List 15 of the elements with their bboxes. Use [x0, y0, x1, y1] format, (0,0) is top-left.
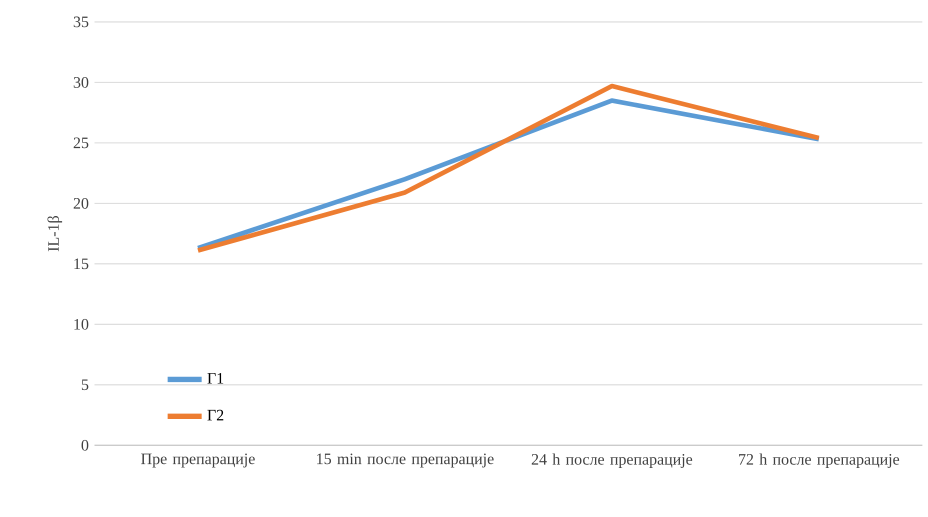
legend-label: Г2 — [207, 410, 224, 420]
y-tick-label: 15 — [74, 258, 88, 270]
y-tick-label: 35 — [74, 16, 88, 28]
x-tick-label: 24 h после препарације — [532, 453, 692, 468]
x-tick-label: 15 min после препарације — [317, 453, 494, 468]
y-tick-label: 25 — [74, 137, 88, 148]
y-tick-label: 20 — [74, 198, 88, 209]
y-tick-label: 30 — [74, 76, 88, 88]
legend-label: Г1 — [207, 372, 224, 384]
x-tick-label: Пре препарације — [141, 453, 255, 468]
x-tick-label: 72 h после препарације — [739, 453, 900, 468]
y-tick-label: 0 — [82, 440, 88, 451]
y-axis-title: IL-1β — [47, 216, 62, 252]
y-tick-label: 5 — [82, 379, 88, 390]
y-tick-label: 10 — [74, 318, 88, 330]
